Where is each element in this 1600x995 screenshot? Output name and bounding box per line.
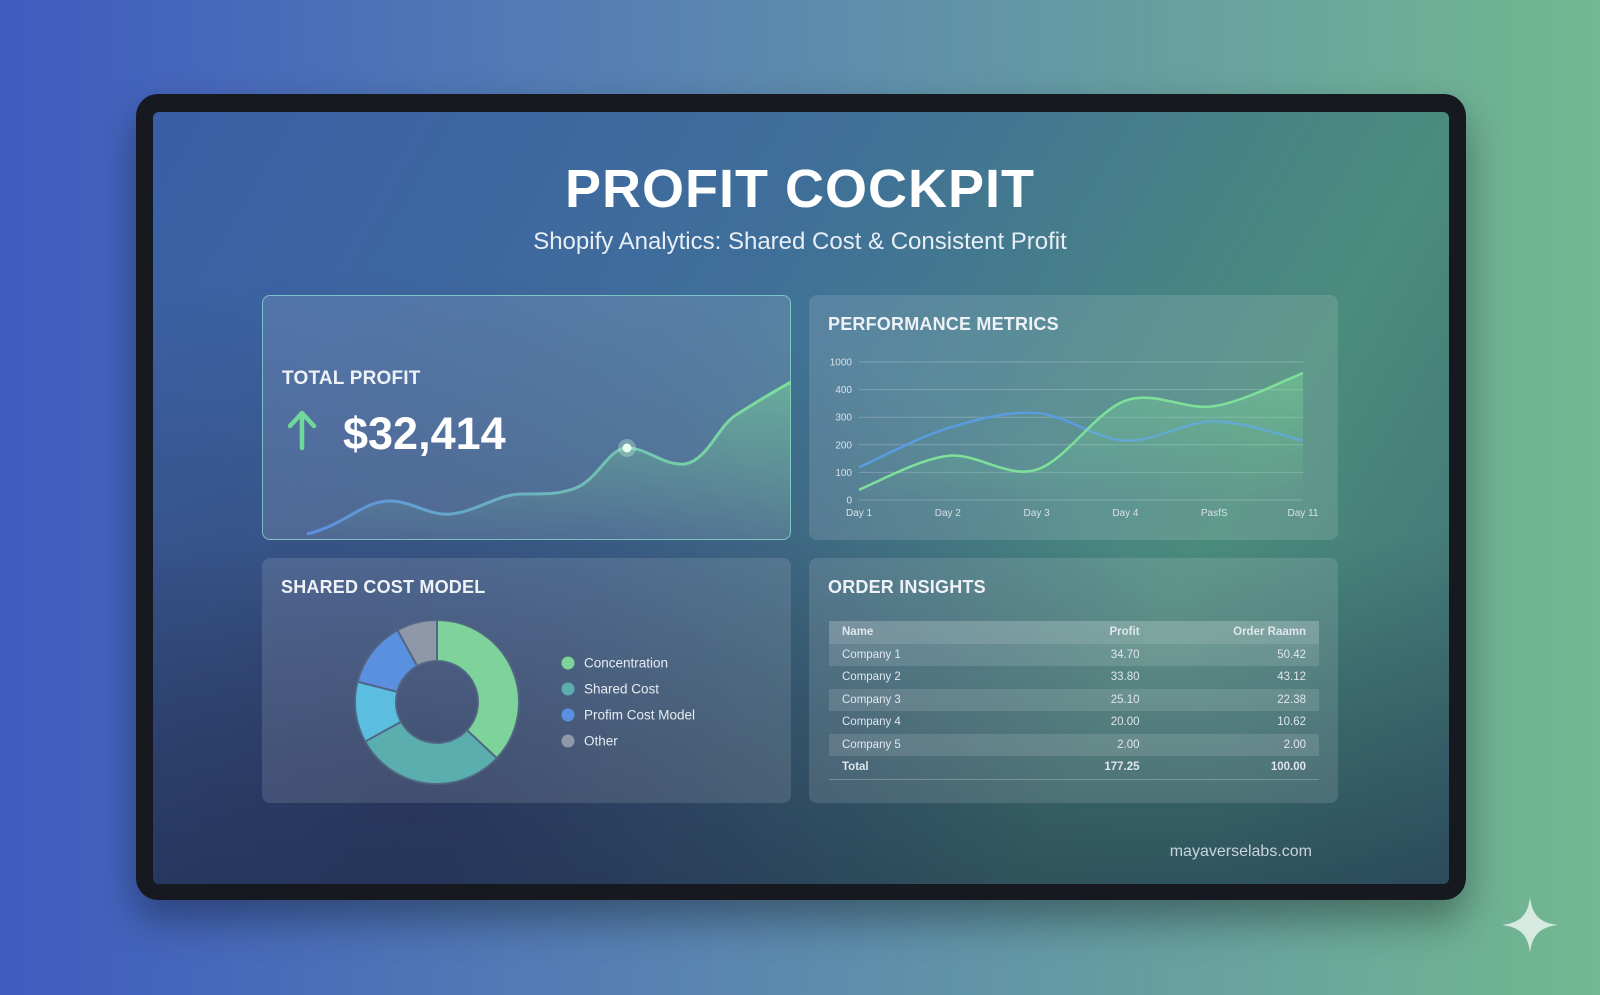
table-cell: Total: [829, 756, 1050, 780]
table-cell: Company 5: [829, 733, 1050, 756]
table-cell: 177.25: [1049, 756, 1153, 780]
profit-value: $32,414: [343, 408, 506, 459]
legend-label: Other: [584, 734, 618, 749]
table-cell: 100.00: [1152, 756, 1319, 780]
x-tick-label: Day 4: [1112, 508, 1139, 519]
shared-cost-card: SHARED COST MODEL Concentration Shared Co…: [262, 558, 791, 803]
table-cell: 2.00: [1049, 733, 1153, 756]
line-chart: 0 100 200 300 400 1000 Day 1 Day 2 Day 3 Day 4 Pas…: [830, 358, 1319, 520]
highlight-dot: [622, 443, 632, 453]
table-cell: 50.42: [1152, 643, 1319, 666]
up-arrow: [287, 410, 317, 451]
card-title: ORDER INSIGHTS: [828, 577, 986, 597]
table-row: Company 4 20.00 10.62: [829, 711, 1319, 734]
table-row: Company 3 25.10 22.38: [829, 688, 1319, 711]
table-cell: 34.70: [1049, 643, 1153, 666]
table-cell: 33.80: [1110, 671, 1140, 684]
legend-swatch: [561, 734, 575, 748]
y-tick-label: 0: [846, 496, 852, 507]
x-tick-label: Day 2: [935, 508, 962, 519]
sparkline-line: [306, 380, 791, 536]
table-cell: 20.00: [1110, 716, 1140, 729]
sparkline-area: [307, 382, 791, 539]
table-cell: 43.12: [1277, 671, 1306, 684]
donut-slice: [436, 618, 520, 760]
legend-swatch: [561, 656, 575, 670]
legend-label: Shared Cost: [584, 682, 659, 697]
x-tick-label: Day 11: [1288, 508, 1319, 519]
donut-chart: Concentration Shared Cost Profim Cost Mode…: [354, 618, 695, 785]
subtitle: Shopify Analytics: Shared Cost & Consist…: [533, 228, 1067, 255]
y-tick-label: 100: [835, 468, 852, 479]
table-cell: Name: [829, 621, 1050, 644]
table-row: Name Profit Order Raamn: [829, 621, 1319, 644]
legend-swatch: [561, 708, 575, 722]
donut-slice: [363, 720, 499, 785]
card-title: TOTAL PROFIT: [282, 368, 421, 389]
table-cell: 2.00: [1152, 733, 1319, 756]
sparkline: [287, 380, 791, 539]
series-line: [858, 371, 1304, 491]
sparkle-icon: [1502, 897, 1558, 953]
table-cell: Company 1: [829, 643, 1050, 666]
order-table: Name Profit Order Raamn Company 1 34.70 50.42…: [829, 621, 1319, 780]
table-cell: Company 4: [842, 716, 901, 729]
order-insights-card: ORDER INSIGHTS Name Profit Order Raamn Comp…: [809, 558, 1338, 803]
x-tick-label: Day 3: [1024, 508, 1051, 519]
y-tick-label: 1000: [830, 358, 853, 369]
legend-label: Profim Cost Model: [584, 708, 695, 723]
table-cell: Profit: [1049, 621, 1153, 644]
card-title: PERFORMANCE METRICS: [828, 314, 1059, 334]
performance-card: PERFORMANCE METRICS 0 100 200 300 400 1000 Day…: [809, 295, 1338, 540]
table-cell: 22.38: [1152, 688, 1319, 711]
card-title: SHARED COST MODEL: [281, 577, 486, 597]
table-row: Company 5 2.00 2.00: [829, 733, 1319, 756]
table-row: Total 177.25 100.00: [829, 756, 1319, 780]
x-tick-label: Day 1: [846, 508, 873, 519]
x-tick-label: PasfS: [1201, 508, 1228, 519]
legend-swatch: [561, 682, 575, 696]
total-profit-card: TOTAL PROFIT $32,414: [262, 295, 791, 540]
donut-slice: [396, 618, 438, 668]
footer: mayaverselabs.com: [1169, 843, 1312, 860]
y-tick-label: 200: [835, 440, 852, 451]
table-cell: Order Raamn: [1152, 621, 1319, 644]
y-tick-label: 400: [835, 385, 852, 396]
table-row: Company 1 34.70 50.42: [829, 643, 1319, 666]
table-cell: 10.62: [1277, 716, 1306, 729]
title: PROFIT COCKPIT: [565, 159, 1035, 219]
y-tick-label: 300: [835, 413, 852, 424]
table-cell: Company 3: [829, 688, 1050, 711]
legend-label: Concentration: [584, 656, 668, 671]
table-cell: Company 2: [842, 671, 901, 684]
table-cell: 25.10: [1049, 688, 1153, 711]
table-row: Company 2 33.80 43.12: [829, 666, 1319, 689]
